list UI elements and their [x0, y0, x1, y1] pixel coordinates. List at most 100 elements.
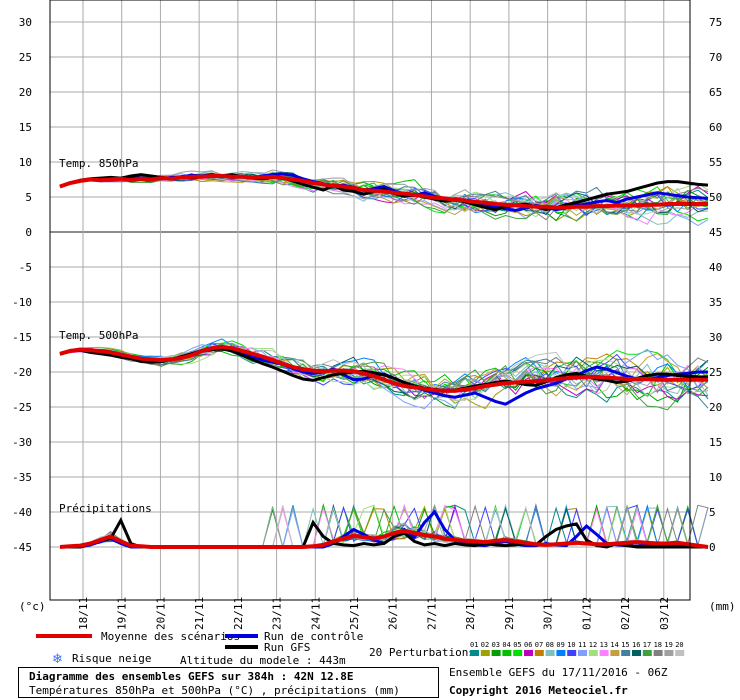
panel-label-t500: Temp. 500hPa	[59, 329, 138, 342]
y-tick-right: 10	[709, 471, 722, 484]
perturbation-swatch	[470, 650, 479, 656]
y-tick-right: 30	[709, 331, 722, 344]
x-tick-label: 26/11	[387, 597, 400, 630]
perturbation-swatch	[642, 650, 652, 656]
mean-precip-line	[59, 528, 709, 549]
run-info: Ensemble GEFS du 17/11/2016 - 06Z	[449, 666, 668, 679]
y-tick-right: 65	[709, 86, 722, 99]
y-tick-right: 55	[709, 156, 722, 169]
x-tick-label: 30/11	[542, 597, 555, 630]
y-tick-left: 25	[19, 51, 32, 64]
perturbation-number: 07	[535, 641, 543, 649]
perturbation-legend: 01 02 03 04 05 06 07 08 09 10 11 12 13 14 15 16 17 18 19 20	[470, 641, 685, 656]
perturbation-number: 17	[643, 641, 651, 649]
chart-subtitle: Températures 850hPa et 500hPa (°C) , pré…	[29, 684, 400, 697]
y-tick-left: -15	[12, 331, 32, 344]
y-tick-right: 5	[709, 506, 716, 519]
perturbation-number: 06	[524, 641, 532, 649]
perturbation-swatch	[567, 650, 577, 656]
perturbation-number: 19	[664, 641, 672, 649]
y-tick-right: 40	[709, 261, 722, 274]
x-tick-label: 27/11	[425, 597, 438, 630]
y-tick-right: 50	[709, 191, 722, 204]
perturbation-swatch	[599, 650, 609, 656]
perturbation-swatch	[632, 650, 641, 656]
copyright: Copyright 2016 Meteociel.fr	[449, 684, 628, 697]
x-tick-label: 02/12	[619, 597, 632, 630]
perturbation-number: 16	[632, 641, 640, 649]
x-tick-label: 23/11	[271, 597, 284, 630]
perturbation-swatch	[556, 650, 566, 656]
x-tick-label: 29/11	[503, 597, 516, 630]
chart-title-box: Diagramme des ensembles GEFS sur 384h : …	[18, 667, 439, 698]
y-tick-left: -45	[12, 541, 32, 554]
perturbation-swatch	[534, 650, 544, 656]
x-tick-label: 21/11	[193, 597, 206, 630]
y-tick-right: 20	[709, 401, 722, 414]
legend-altitude-label: Altitude du modele : 443m	[180, 654, 346, 667]
y-tick-left: 20	[19, 86, 32, 99]
chart-title: Diagramme des ensembles GEFS sur 384h : …	[29, 670, 354, 683]
perturbation-t500-line	[59, 343, 709, 411]
perturbation-number: 15	[621, 641, 629, 649]
y-tick-left: -5	[19, 261, 32, 274]
y-tick-right: 0	[709, 541, 716, 554]
perturbation-t500-line	[59, 346, 709, 401]
perturbation-swatch	[675, 650, 685, 656]
y-tick-left: -35	[12, 471, 32, 484]
y-tick-right: 35	[709, 296, 722, 309]
perturbation-number: 12	[589, 641, 597, 649]
x-tick-label: 19/11	[116, 597, 129, 630]
perturbation-number: 08	[546, 641, 554, 649]
perturbation-number: 13	[600, 641, 608, 649]
perturbation-swatch	[578, 650, 587, 656]
perturbation-swatch	[588, 650, 598, 656]
y-tick-left: 0	[25, 226, 32, 239]
perturbation-number: 05	[513, 641, 521, 649]
x-tick-label: 22/11	[232, 597, 245, 630]
perturbation-swatch	[653, 650, 663, 656]
perturbation-number: 18	[654, 641, 662, 649]
y-tick-left: -25	[12, 401, 32, 414]
perturbation-number: 10	[567, 641, 575, 649]
perturbation-number: 20	[675, 641, 683, 649]
panel-label-precip: Précipitations	[59, 502, 152, 515]
legend-gfs-label: Run GFS	[264, 641, 310, 654]
main-series	[59, 172, 709, 549]
perturbation-number: 01	[470, 641, 478, 649]
perturbation-number: 04	[502, 641, 510, 649]
legend-snow-label: Risque neige	[72, 652, 151, 665]
y-tick-left: -10	[12, 296, 32, 309]
y-tick-left: 30	[19, 16, 32, 29]
y-tick-right: 60	[709, 121, 722, 134]
mean-t850-line	[59, 174, 708, 210]
y-tick-left: -30	[12, 436, 32, 449]
perturbation-swatch	[664, 650, 674, 656]
x-tick-label: 20/11	[154, 597, 167, 630]
y-tick-left: 10	[19, 156, 32, 169]
perturbation-number: 11	[578, 641, 586, 649]
mean-t500-line	[59, 344, 708, 393]
y-tick-left: -40	[12, 506, 32, 519]
x-tick-label: 24/11	[309, 597, 322, 630]
y-tick-left: 15	[19, 121, 32, 134]
legend-mean-label: Moyenne des scénarios	[101, 630, 240, 643]
x-tick-label: 18/11	[77, 597, 90, 630]
perturbation-number: 03	[492, 641, 500, 649]
y-tick-right: 75	[709, 16, 722, 29]
y-unit-right: (mm)	[709, 600, 736, 613]
perturbation-swatch	[513, 650, 523, 656]
x-tick-label: 25/11	[348, 597, 361, 630]
y-tick-right: 70	[709, 51, 722, 64]
y-tick-right: 25	[709, 366, 722, 379]
snowflake-icon: ❄	[52, 652, 63, 667]
x-tick-label: 28/11	[464, 597, 477, 630]
perturbation-swatch	[491, 650, 501, 656]
perturbation-number: 02	[481, 641, 489, 649]
legend-perturbations-label: 20 Perturbations	[369, 646, 475, 659]
perturbation-number: 09	[556, 641, 564, 649]
perturbation-swatch	[524, 650, 533, 656]
perturbation-swatch	[610, 650, 620, 656]
